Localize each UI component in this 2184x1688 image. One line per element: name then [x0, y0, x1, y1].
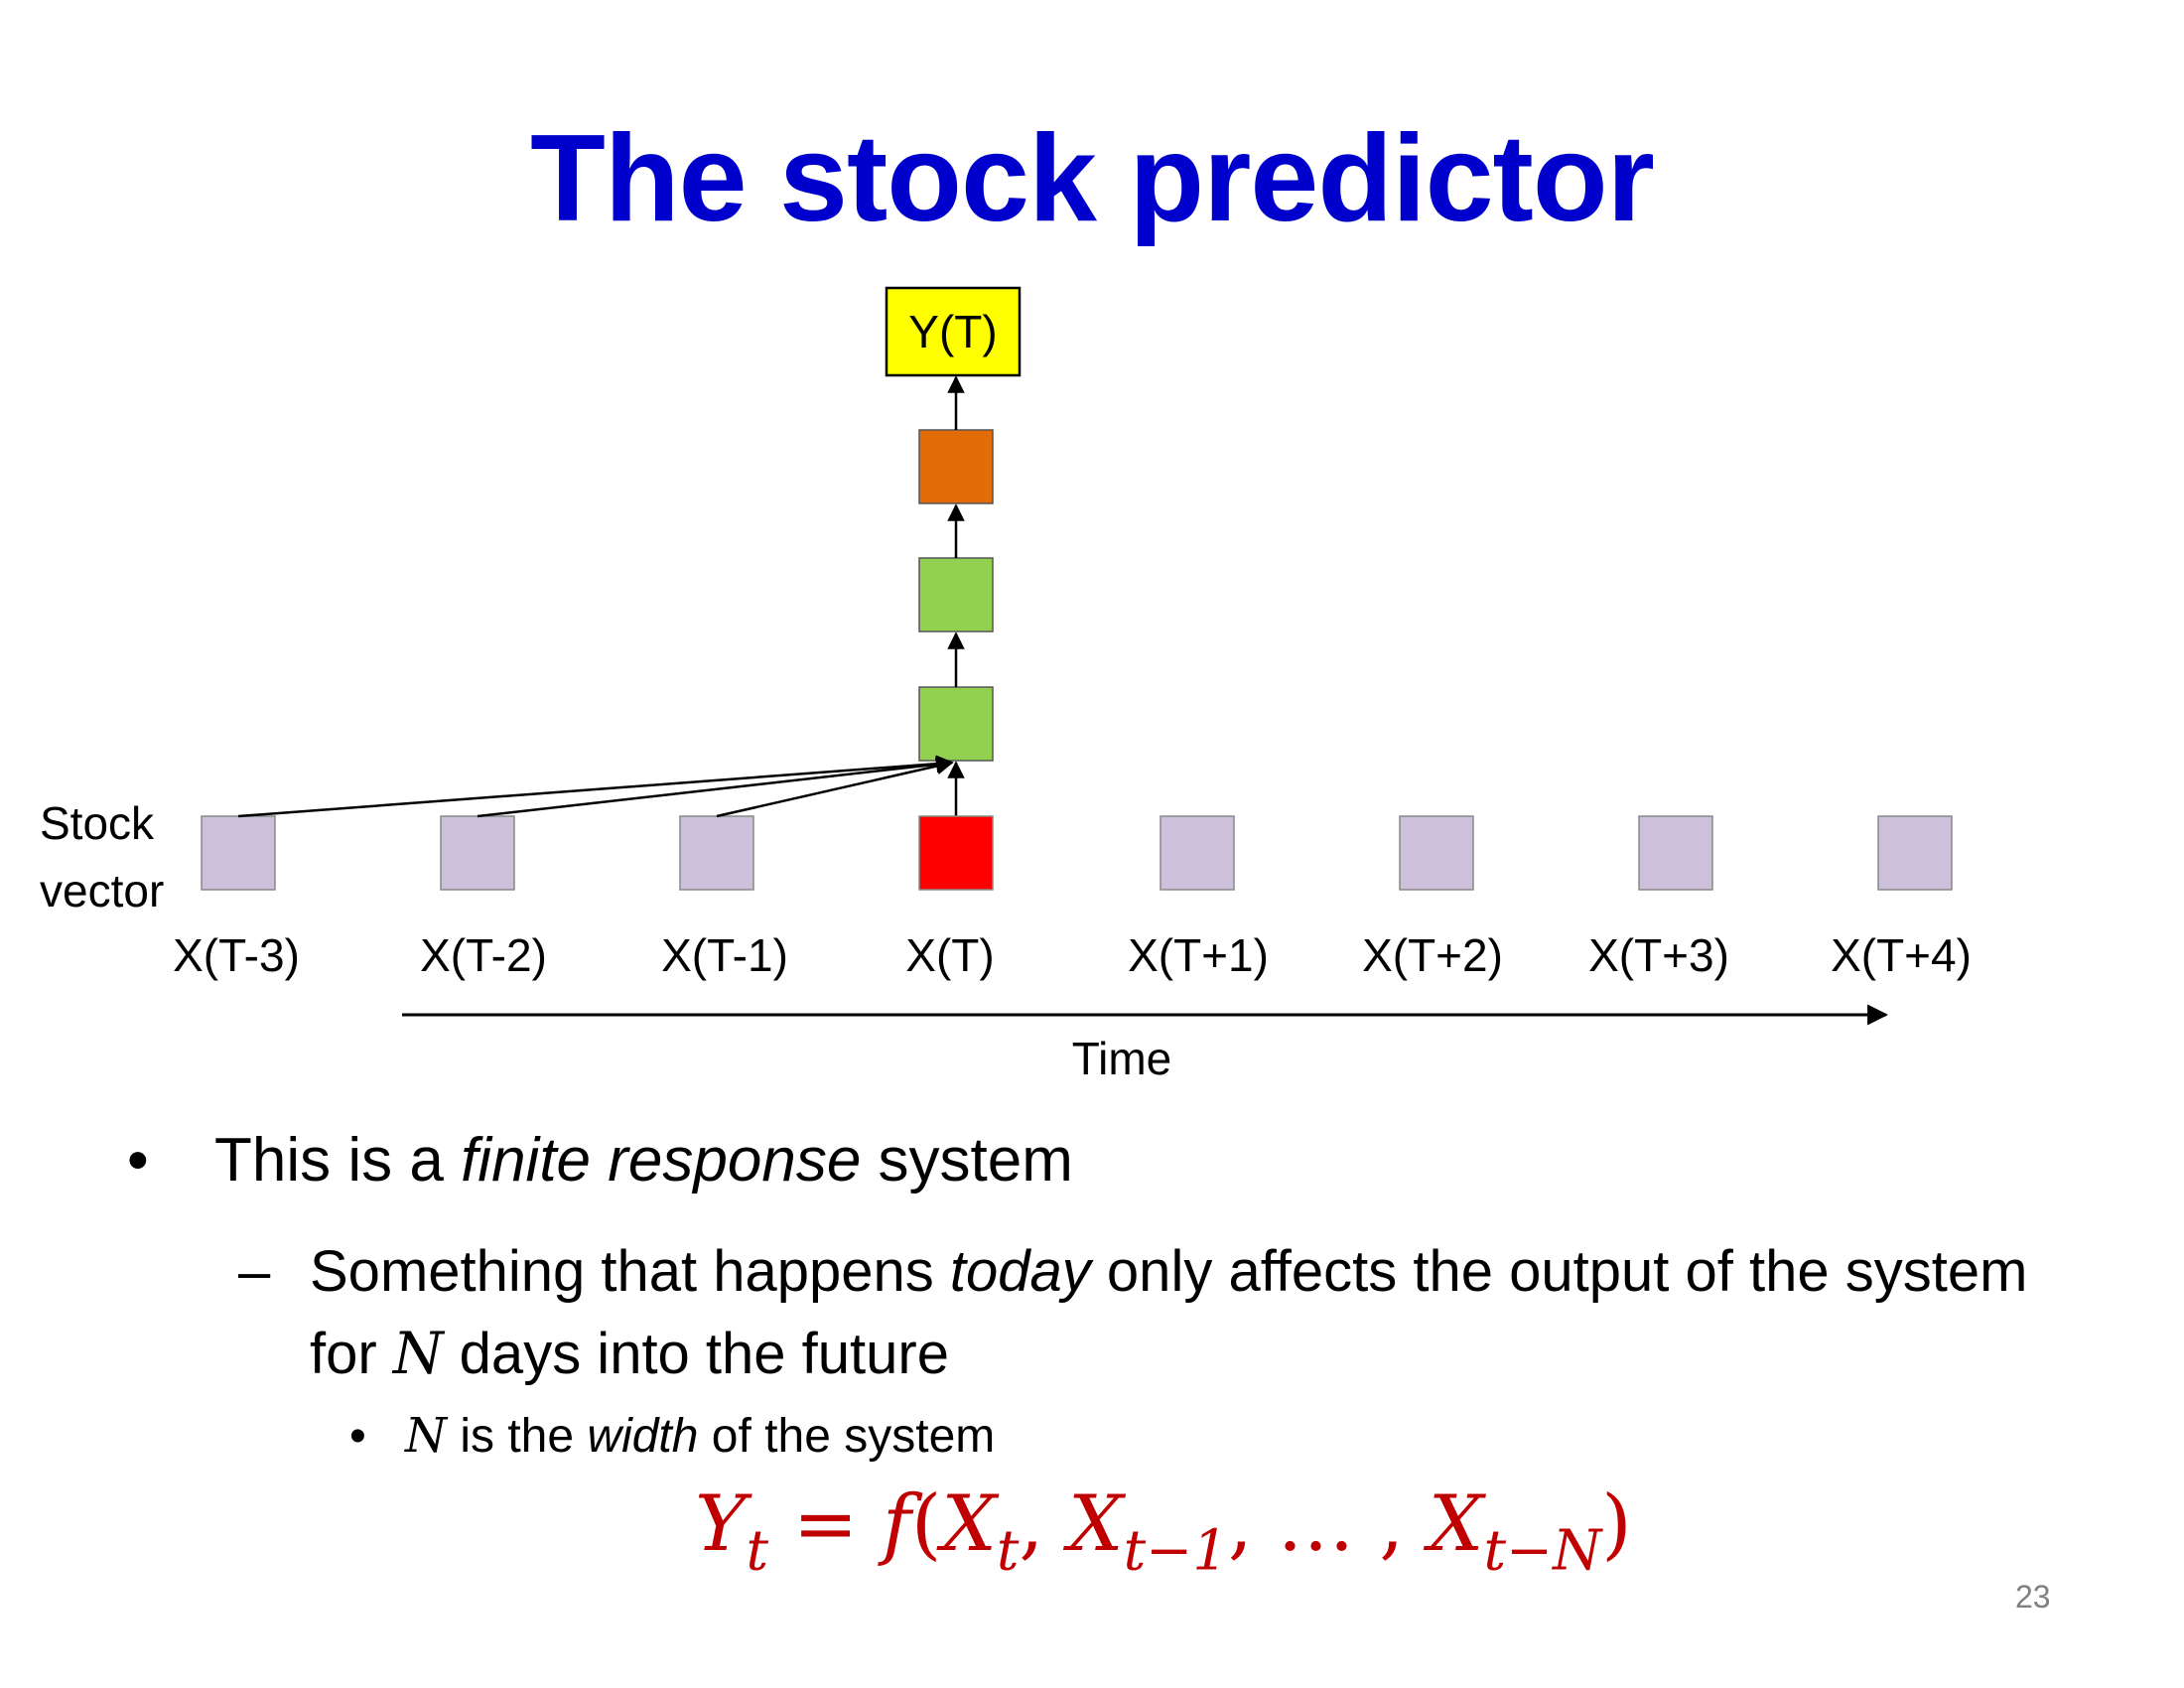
page-number: 23	[2015, 1579, 2051, 1615]
formula-x: X	[1428, 1479, 1484, 1569]
formula-x-sub: t	[996, 1518, 1020, 1584]
bullet-text: Something that happens today only affect…	[310, 1231, 2077, 1396]
window-connection	[477, 756, 954, 818]
bullet-dash: –	[238, 1239, 271, 1304]
predictor-diagram: Stock vector Y(T) X(T-3) X(T-2) X(T-1) X(T) X(T…	[40, 286, 1972, 1084]
formula-x: X	[941, 1479, 997, 1569]
timestep-label: X(T)	[905, 929, 994, 981]
input-box	[201, 815, 276, 891]
bullet-text: This is a finite response system	[214, 1124, 1073, 1197]
variable-n: N	[392, 1320, 444, 1388]
window-connection	[237, 755, 954, 818]
formula-x-sub: t−N	[1483, 1518, 1602, 1584]
current-input-box	[918, 815, 994, 891]
bullet-emphasis: width	[587, 1410, 699, 1463]
input-box	[1399, 815, 1474, 891]
timestep-label: X(T-2)	[420, 929, 547, 981]
formula-y: Y	[695, 1479, 747, 1569]
input-box	[440, 815, 515, 891]
bullet-part: of the system	[698, 1410, 996, 1463]
hidden-layer-1	[918, 686, 994, 762]
slide-title: The stock predictor	[530, 110, 1655, 247]
formula-paren: (	[910, 1479, 942, 1569]
formula-x: X	[1068, 1479, 1124, 1569]
bullet-dot: •	[349, 1410, 366, 1463]
formula-comma: ,	[1019, 1479, 1069, 1569]
bullet-dot: •	[127, 1126, 149, 1195]
formula-f: f	[883, 1479, 911, 1569]
bullet-text: N is the width of the system	[405, 1408, 995, 1466]
timestep-label: X(T+3)	[1588, 929, 1729, 981]
output-box	[885, 286, 1022, 377]
window-connection	[716, 757, 954, 818]
hidden-layer-2	[918, 557, 994, 633]
formula-y-sub: t	[746, 1518, 769, 1584]
formula-equals: =	[768, 1479, 884, 1569]
input-box	[1160, 815, 1235, 891]
bullet-suffix: system	[861, 1126, 1073, 1195]
timestep-label: X(T+1)	[1128, 929, 1269, 981]
input-box	[1877, 815, 1953, 891]
timestep-label: X(T+2)	[1362, 929, 1503, 981]
formula-ellipsis: , … ,	[1227, 1479, 1429, 1569]
variable-n: N	[405, 1408, 447, 1464]
stock-label: vector	[40, 865, 164, 916]
formula-paren: )	[1601, 1479, 1632, 1569]
bullet-part: days into the future	[443, 1322, 949, 1387]
stock-label: Stock	[40, 797, 155, 849]
bullet-part: Something that happens	[310, 1239, 950, 1304]
bullet-prefix: This is a	[214, 1126, 462, 1195]
input-box	[1638, 815, 1713, 891]
bullet-part: is the	[447, 1410, 588, 1463]
bullet-emphasis: finite response	[461, 1126, 862, 1195]
output-label: Y(T)	[908, 306, 997, 357]
output-layer	[918, 429, 994, 504]
formula-x-sub: t−1	[1123, 1518, 1228, 1584]
timestep-label: X(T+4)	[1831, 929, 1972, 981]
bullet-emphasis: today	[949, 1239, 1091, 1304]
bullet-part: only affects the output of the system fo…	[310, 1239, 2028, 1387]
input-box	[679, 815, 754, 891]
timestep-label: X(T-3)	[173, 929, 300, 981]
timestep-label: X(T-1)	[661, 929, 788, 981]
time-label: Time	[1072, 1033, 1172, 1084]
formula: Yt = f(Xt, Xt−1, … , Xt−N)	[695, 1479, 1632, 1584]
